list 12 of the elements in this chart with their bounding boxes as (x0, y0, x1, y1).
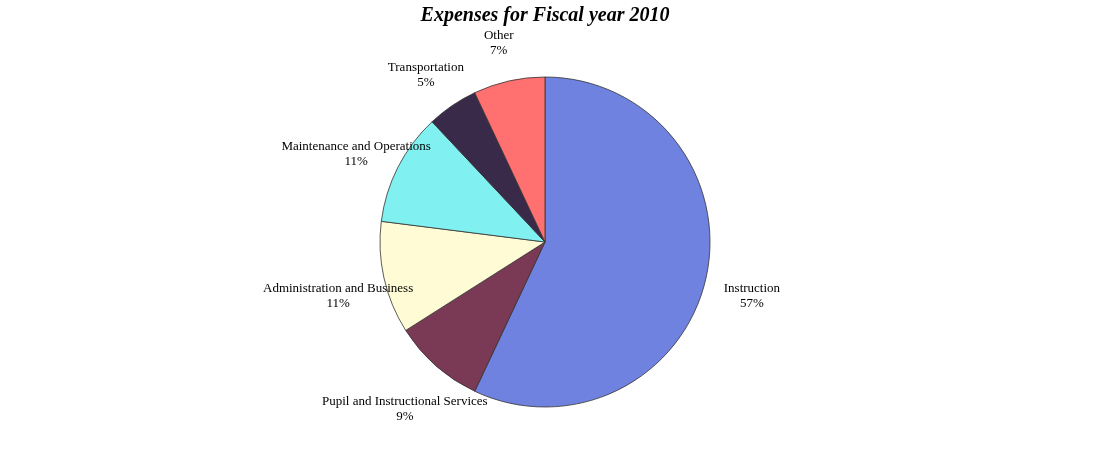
slice-label: Instruction (723, 280, 781, 296)
data-label: 9% (396, 408, 414, 424)
data-label: 11% (344, 152, 368, 168)
data-label: 5% (417, 73, 435, 89)
data-label: 11% (326, 295, 350, 311)
slice-label: Pupil and Instructional Services (321, 393, 488, 409)
data-label: 57% (739, 295, 764, 311)
chart-title: Expenses for Fiscal year 2010 (419, 3, 670, 27)
slice-label: Other (483, 27, 515, 43)
data-label: 7% (490, 42, 508, 58)
slice-label: Administration and Business (263, 280, 414, 296)
slice-label: Transportation (387, 58, 465, 74)
